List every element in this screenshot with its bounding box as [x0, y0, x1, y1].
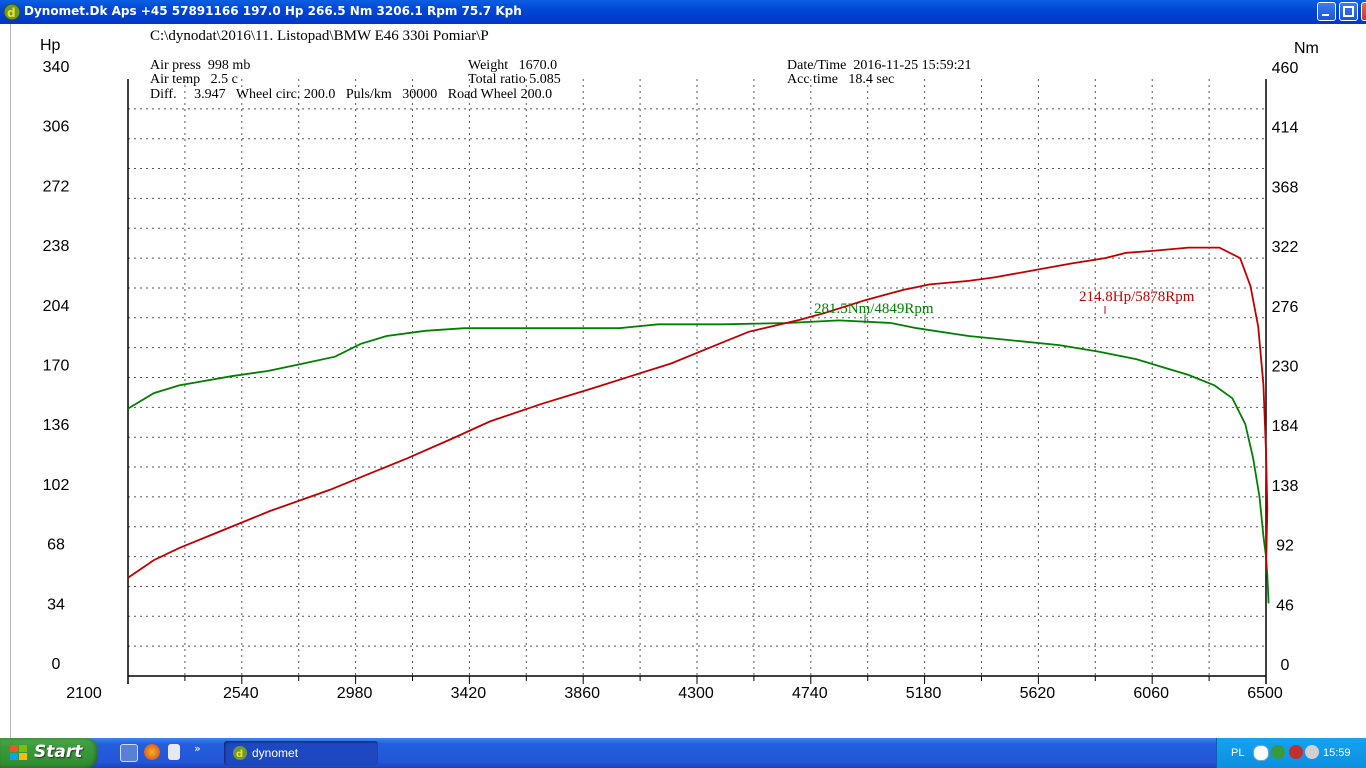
- dynomet-task-icon: d: [233, 746, 247, 760]
- x-tick-label: 3860: [564, 685, 600, 702]
- nm-axis-label: Nm: [1294, 40, 1319, 57]
- minimize-button[interactable]: [1317, 2, 1336, 21]
- dynomet-app-icon: d: [3, 3, 21, 21]
- windows-taskbar: Start » d dynomet PL 15:59: [0, 738, 1366, 768]
- system-tray: PL 15:59: [1216, 738, 1366, 768]
- hp-tick-label: 34: [47, 596, 65, 613]
- nm-tick-label: 460: [1272, 60, 1299, 77]
- windows-flag-icon: [10, 745, 27, 760]
- start-button[interactable]: Start: [0, 738, 98, 768]
- language-indicator[interactable]: PL: [1231, 747, 1245, 759]
- power-peak-label: 214.8Hp/5878Rpm: [1079, 289, 1195, 305]
- svg-text:d: d: [236, 749, 243, 760]
- nm-tick-label: 368: [1272, 179, 1299, 196]
- start-label: Start: [34, 742, 83, 762]
- taskbar-item-dynomet[interactable]: d dynomet: [224, 741, 378, 765]
- hp-tick-label: 340: [43, 59, 70, 76]
- hp-axis-label: Hp: [40, 37, 61, 54]
- nm-tick-label: 230: [1272, 359, 1299, 376]
- quicklaunch-overflow-icon[interactable]: »: [194, 742, 201, 755]
- minimize-icon: [1322, 14, 1329, 16]
- maximize-icon: [1343, 6, 1354, 17]
- hp-tick-label: 238: [43, 238, 70, 255]
- x-tick-label: 2980: [337, 685, 373, 702]
- run-datetime: Date/Time 2016-11-25 15:59:21: [787, 58, 972, 73]
- total-ratio: Total ratio 5.085: [468, 72, 561, 87]
- nm-tick-label: 138: [1272, 478, 1299, 495]
- x-tick-label: 2100: [66, 685, 102, 702]
- x-tick-label: 6500: [1247, 685, 1283, 702]
- x-tick-label: 6060: [1133, 685, 1169, 702]
- nm-tick-label: 46: [1276, 597, 1294, 614]
- acceleration-time: Acc time 18.4 sec: [787, 72, 895, 87]
- file-path: C:\dynodat\2016\11. Listopad\BMW E46 330…: [150, 28, 489, 44]
- close-button[interactable]: [1361, 2, 1366, 21]
- vehicle-weight: Weight 1670.0: [468, 58, 558, 73]
- x-tick-label: 5180: [906, 685, 942, 702]
- left-window-frame: [0, 24, 11, 738]
- chart-annotations: 281.5Nm/4849Rpm 214.8Hp/5878Rpm: [814, 289, 1195, 324]
- run-parameters: Diff. 3.947 Wheel circ. 200.0 Puls/km 30…: [150, 87, 553, 102]
- hp-tick-label: 102: [43, 477, 70, 494]
- nm-tick-label: 414: [1272, 120, 1299, 137]
- torque-peak-label: 281.5Nm/4849Rpm: [814, 301, 934, 317]
- tray-network-icon[interactable]: [1271, 745, 1285, 759]
- window-title: Dynomet.Dk Aps +45 57891166 197.0 Hp 266…: [24, 4, 522, 18]
- nm-tick-label: 322: [1272, 239, 1299, 256]
- hp-tick-label: 136: [43, 417, 70, 434]
- maximize-button[interactable]: [1339, 2, 1358, 21]
- air-temperature: Air temp 2.5 c: [150, 72, 238, 87]
- document-icon[interactable]: [168, 744, 180, 760]
- show-desktop-icon[interactable]: [120, 744, 138, 762]
- tray-volume-icon[interactable]: [1305, 745, 1319, 759]
- tray-arrow-icon[interactable]: [1253, 745, 1269, 761]
- firefox-icon[interactable]: [144, 744, 160, 760]
- x-tick-label: 2540: [223, 685, 259, 702]
- chart-grid: [128, 79, 1266, 676]
- air-pressure: Air press 998 mb: [150, 58, 251, 73]
- nm-tick-label: 92: [1276, 538, 1294, 555]
- svg-text:d: d: [7, 6, 16, 20]
- x-tick-label: 3420: [451, 685, 487, 702]
- dyno-report-area: 2100 2540 2980 3420 3860 4300 4740 5180 5620 6060…: [0, 24, 1366, 738]
- clock: 15:59: [1323, 747, 1351, 759]
- x-tick-label: 4300: [678, 685, 714, 702]
- nm-tick-label: 276: [1272, 299, 1299, 316]
- hp-tick-label: 0: [52, 656, 61, 673]
- tray-security-icon[interactable]: [1289, 745, 1303, 759]
- window-titlebar: d Dynomet.Dk Aps +45 57891166 197.0 Hp 2…: [0, 0, 1366, 24]
- hp-tick-label: 204: [43, 298, 70, 315]
- hp-tick-label: 306: [43, 119, 70, 136]
- hp-curve: [127, 246, 1269, 579]
- taskbar-item-label: dynomet: [252, 746, 299, 760]
- chart-axes: 2100 2540 2980 3420 3860 4300 4740 5180 5620 6060…: [43, 59, 1299, 702]
- hp-tick-label: 68: [47, 537, 65, 554]
- hp-tick-label: 272: [43, 178, 70, 195]
- hp-tick-label: 170: [43, 358, 70, 375]
- x-tick-label: 5620: [1020, 685, 1056, 702]
- nm-tick-label: 184: [1272, 418, 1299, 435]
- dyno-chart: 2100 2540 2980 3420 3860 4300 4740 5180 5620 6060…: [43, 59, 1299, 702]
- x-tick-label: 4740: [792, 685, 828, 702]
- nm-tick-label: 0: [1281, 657, 1290, 674]
